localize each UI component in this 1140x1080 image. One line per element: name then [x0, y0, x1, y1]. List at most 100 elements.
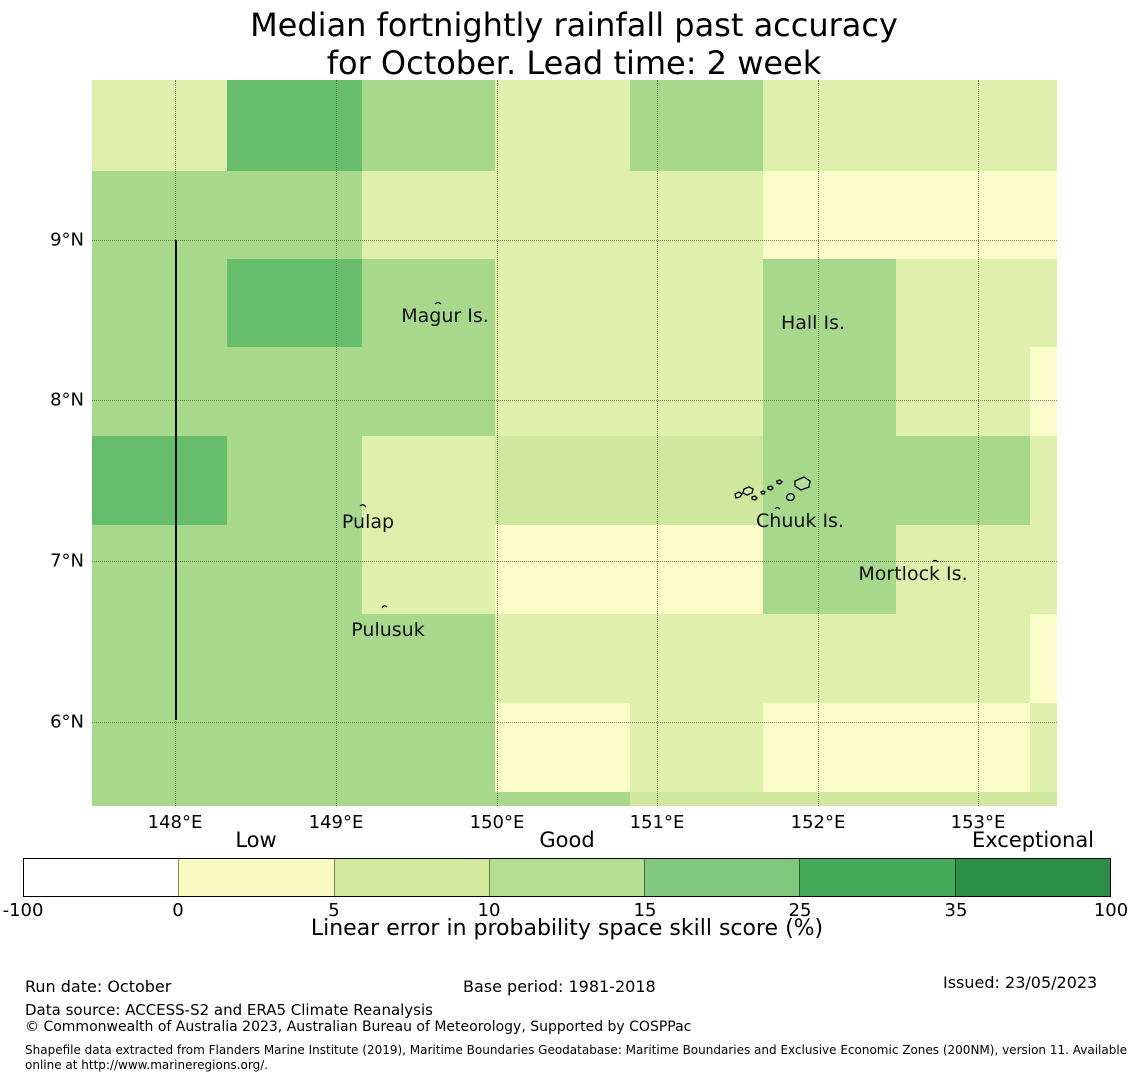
grid-cell [1030, 614, 1057, 703]
grid-cell [896, 171, 1030, 259]
grid-cell [763, 703, 896, 792]
grid-cell [92, 171, 227, 259]
colorbar-axis-label: Linear error in probability space skill … [310, 916, 824, 941]
grid-cell [227, 525, 362, 614]
footer-base-period: Base period: 1981-2018 [463, 977, 656, 996]
grid-cell [362, 347, 495, 436]
grid-cell [362, 614, 495, 703]
grid-cell [630, 614, 763, 703]
colorbar-segment [644, 859, 800, 896]
colorbar-segment [24, 859, 179, 896]
grid-cell [495, 347, 630, 436]
grid-cell [227, 792, 362, 806]
grid-cell [362, 525, 495, 614]
grid-cell [763, 792, 896, 806]
colorbar-segment [954, 859, 1110, 896]
grid-cell [1030, 436, 1057, 525]
grid-cell [896, 259, 1030, 347]
grid-cell [362, 80, 495, 171]
grid-cell [763, 80, 896, 171]
grid-cell [630, 792, 763, 806]
x-tick-label: 148°E [147, 812, 203, 833]
lon-gridline [818, 80, 819, 806]
grid-cell [763, 347, 896, 436]
colorbar-segment [178, 859, 334, 896]
footer-shapefile-note-line1: Shapefile data extracted from Flanders M… [25, 1043, 1128, 1057]
island-label: Pulusuk [351, 619, 425, 641]
grid-cell [362, 436, 495, 525]
grid-cell [495, 259, 630, 347]
footer-shapefile-note-line2: online at http://www.marineregions.org/. [25, 1058, 269, 1072]
y-tick-label: 7°N [50, 550, 84, 572]
grid-cell [495, 80, 630, 171]
grid-cell [227, 436, 362, 525]
y-tick-label: 9°N [50, 229, 84, 251]
grid-cell [227, 259, 362, 347]
grid-cell [1030, 703, 1057, 792]
grid-cell [495, 171, 630, 259]
grid-cell [630, 436, 763, 525]
grid-cell [92, 703, 227, 792]
grid-cell [92, 80, 227, 171]
grid-cell [92, 525, 227, 614]
skill-category-label: Good [539, 828, 595, 852]
grid-cell [92, 347, 227, 436]
grid-cell [896, 80, 1030, 171]
chart-title-line2: for October. Lead time: 2 week [326, 44, 822, 82]
grid-cell [1030, 792, 1057, 806]
grid-cell [630, 347, 763, 436]
skill-category-label: Low [235, 828, 277, 852]
grid-cell [227, 614, 362, 703]
colorbar-tick-label: 10 [477, 900, 501, 921]
grid-cell [1030, 171, 1057, 259]
lat-gridline [92, 561, 1057, 562]
grid-cell [362, 259, 495, 347]
lon-gridline [978, 80, 979, 806]
grid-cell [896, 347, 1030, 436]
footer-run-date: Run date: October [25, 977, 172, 996]
lon-gridline [336, 80, 337, 806]
x-tick-label: 151°E [629, 812, 685, 833]
grid-cell [495, 436, 630, 525]
footer-data-source: Data source: ACCESS-S2 and ERA5 Climate … [25, 1001, 433, 1019]
grid-cell [495, 525, 630, 614]
grid-cell [362, 171, 495, 259]
island-label: Mortlock Is. [858, 563, 968, 585]
colorbar [23, 858, 1111, 897]
grid-cell [896, 703, 1030, 792]
lon-gridline [497, 80, 498, 806]
grid-cell [227, 171, 362, 259]
grid-cell [896, 614, 1030, 703]
lat-gridline [92, 240, 1057, 241]
grid-cell [362, 703, 495, 792]
grid-cell [896, 792, 1030, 806]
island-label: Chuuk Is. [756, 510, 844, 532]
colorbar-tick-label: 100 [1093, 900, 1129, 921]
grid-cell [1030, 525, 1057, 614]
grid-cell [763, 614, 896, 703]
grid-cell [763, 525, 896, 614]
footer-issued: Issued: 23/05/2023 [943, 973, 1098, 992]
skill-category-label: Exceptional [971, 828, 1095, 852]
x-tick-label: 149°E [308, 812, 364, 833]
grid-cell [1030, 347, 1057, 436]
y-tick-label: 6°N [50, 711, 84, 733]
grid-cell [92, 614, 227, 703]
grid-cell [1030, 259, 1057, 347]
colorbar-tick-label: 25 [788, 900, 812, 921]
grid-cell [227, 347, 362, 436]
grid-cell [495, 614, 630, 703]
colorbar-tick-label: 15 [633, 900, 657, 921]
grid-cell [227, 703, 362, 792]
island-label: Hall Is. [780, 312, 846, 334]
chart-title: Median fortnightly rainfall past accurac… [0, 6, 1140, 82]
grid-cell [362, 792, 495, 806]
grid-cell [763, 171, 896, 259]
colorbar-tick-label: 0 [172, 900, 184, 921]
lon-gridline [657, 80, 658, 806]
grid-cell [630, 703, 763, 792]
grid-cell [227, 80, 362, 171]
grid-cell [763, 259, 896, 347]
grid-cell [92, 436, 227, 525]
